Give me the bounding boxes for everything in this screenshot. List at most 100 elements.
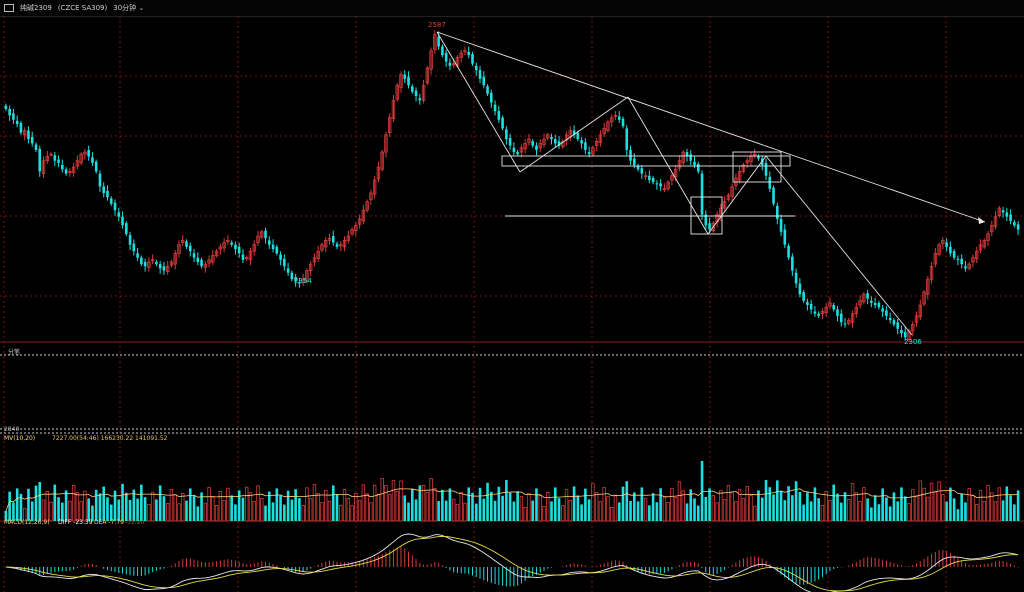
- candle-body-up: [546, 134, 550, 139]
- candle-body-up: [926, 278, 930, 295]
- macd-dif-line: [5, 533, 1019, 592]
- candle-body-down: [783, 229, 787, 245]
- rectangle-icon[interactable]: [4, 4, 14, 12]
- volume-bar: [956, 509, 960, 521]
- volume-bar: [659, 488, 662, 521]
- volume-bar: [613, 494, 618, 522]
- volume-bar: [490, 491, 493, 521]
- volume-bar: [542, 505, 546, 522]
- candle-body-down: [109, 198, 113, 204]
- volume-bar: [350, 505, 354, 522]
- volume-bar: [726, 485, 731, 522]
- volume-bar: [132, 489, 136, 521]
- volume-bar: [576, 495, 580, 521]
- candle-body-down: [787, 245, 790, 258]
- volume-bar: [395, 490, 399, 522]
- volume-bar: [248, 492, 253, 522]
- volume-bar: [245, 486, 249, 522]
- volume-bar: [459, 491, 463, 522]
- volume-bar: [885, 497, 888, 521]
- volume-bar: [531, 500, 534, 521]
- candle-body-up: [327, 237, 332, 241]
- trendline-long: [436, 31, 986, 223]
- candle-body-up: [320, 244, 324, 251]
- candle-body-up: [45, 155, 49, 162]
- macd-title: MACD(12,26,9): [4, 519, 50, 526]
- volume-bar: [704, 497, 708, 521]
- symbol-name[interactable]: 纯碱2309: [20, 4, 52, 12]
- candle-body-down: [655, 183, 659, 185]
- volume-bar: [94, 489, 98, 521]
- period-selector[interactable]: 30分钟 ⌄: [113, 3, 144, 13]
- volume-bar: [651, 493, 655, 521]
- volume-bar: [98, 493, 102, 521]
- volume-bar: [305, 487, 309, 522]
- candle-body-down: [870, 300, 873, 303]
- candle-body-up: [975, 250, 979, 260]
- volume-bar: [870, 507, 873, 521]
- candle-body-down: [57, 159, 60, 163]
- volume-bar: [237, 490, 241, 521]
- volume-bar: [862, 487, 866, 522]
- volume-bar: [757, 490, 760, 521]
- volume-bar: [256, 485, 260, 522]
- volume-bar: [301, 504, 305, 522]
- candle-body-down: [279, 254, 282, 260]
- candle-body-up: [75, 160, 80, 167]
- candle-body-down: [945, 242, 948, 247]
- volume-bar: [342, 488, 347, 522]
- candle-body-down: [30, 136, 34, 144]
- volume-bar: [1001, 500, 1005, 521]
- volume-bar: [267, 491, 271, 521]
- candle-body-up: [222, 242, 226, 249]
- volume-bar: [949, 487, 952, 521]
- volume-bar: [982, 500, 986, 522]
- candle-body-down: [403, 74, 407, 79]
- volume-bar: [196, 506, 200, 521]
- candle-body-up: [463, 50, 467, 53]
- volume-bar: [715, 502, 719, 522]
- candle-body-up: [990, 224, 994, 233]
- candle-body-down: [61, 164, 64, 170]
- volume-bar: [711, 495, 716, 522]
- trendline-arrow: [978, 217, 985, 224]
- volume-bar: [501, 495, 504, 521]
- volume-bar: [113, 490, 117, 521]
- volume-bar: [312, 484, 317, 522]
- volume-bar: [768, 487, 772, 521]
- candle-body-up: [49, 153, 53, 156]
- candle-body-up: [911, 324, 915, 332]
- candle-body-down: [621, 118, 625, 127]
- candle-body-up: [914, 315, 919, 323]
- candle-body-up: [459, 52, 463, 58]
- candle-body-down: [836, 309, 839, 316]
- candle-body-up: [252, 244, 256, 252]
- volume-bar: [181, 492, 185, 522]
- volume-bar: [117, 499, 121, 521]
- volume-bar: [839, 502, 843, 521]
- volume-bar: [38, 482, 42, 521]
- macd-panel: [5, 533, 1019, 592]
- volume-bar: [308, 498, 313, 522]
- volume-bar: [290, 499, 294, 521]
- candle-body-down: [132, 243, 136, 252]
- candle-body-up: [214, 250, 219, 256]
- candle-body-down: [230, 242, 233, 245]
- candle-body-down: [550, 136, 553, 140]
- volume-bar: [877, 504, 881, 521]
- volume-bar: [497, 486, 501, 521]
- candle-body-up: [850, 313, 855, 323]
- volume-bar: [68, 500, 72, 522]
- volume-bar: [636, 501, 640, 521]
- volume-bar: [339, 504, 343, 522]
- chart-canvas[interactable]: 2587 2354 2306 分笔 2840 MV(10,20) 7227.00…: [0, 16, 1024, 592]
- candle-body-up: [711, 222, 716, 232]
- candle-body-down: [576, 132, 580, 140]
- candle-body-up: [730, 186, 734, 197]
- candle-body-down: [1009, 214, 1012, 222]
- candle-body-down: [809, 303, 813, 310]
- volume-bar: [399, 480, 403, 522]
- candle-body-down: [128, 235, 132, 245]
- volume-bar: [873, 495, 877, 521]
- candle-body-up: [357, 218, 362, 225]
